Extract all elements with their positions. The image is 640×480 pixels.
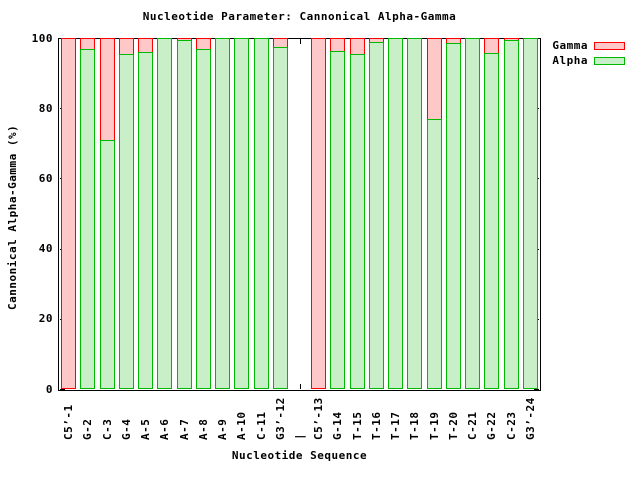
x-tick-label: C-11 bbox=[254, 411, 268, 441]
x-tick-label: T-17 bbox=[389, 411, 403, 441]
x-tick-label: C-21 bbox=[466, 411, 480, 441]
x-tick-label: T-20 bbox=[446, 411, 460, 441]
y-tick-label: 100 bbox=[31, 31, 53, 45]
x-tick-label: A-8 bbox=[196, 418, 210, 440]
bar-alpha-20 bbox=[426, 118, 442, 389]
x-tick-label: C-23 bbox=[504, 411, 518, 441]
legend-row-alpha: Alpha bbox=[552, 53, 625, 68]
y-tick-label: 0 bbox=[45, 382, 53, 396]
x-tick-label: G3’-24 bbox=[523, 397, 537, 440]
x-tick-label: T-19 bbox=[427, 411, 441, 441]
y-tick-right bbox=[534, 389, 539, 390]
bar-alpha-18 bbox=[388, 38, 404, 389]
x-tick-label: C-3 bbox=[100, 418, 114, 440]
plot-area bbox=[58, 38, 541, 391]
bar-alpha-10 bbox=[234, 38, 250, 389]
x-tick-label: G-4 bbox=[119, 418, 133, 440]
bar-alpha-3 bbox=[99, 139, 115, 389]
bar-gamma-1 bbox=[61, 38, 77, 389]
bar-alpha-5 bbox=[138, 52, 154, 389]
bar-alpha-22 bbox=[465, 38, 481, 389]
legend-label-gamma: Gamma bbox=[552, 39, 588, 52]
bar-alpha-12 bbox=[272, 46, 288, 389]
bar-alpha-2 bbox=[80, 48, 96, 389]
bar-alpha-23 bbox=[484, 53, 500, 389]
bar-alpha-19 bbox=[407, 38, 423, 389]
x-tick-label: A-10 bbox=[235, 411, 249, 441]
chart-title: Nucleotide Parameter: Cannonical Alpha-G… bbox=[142, 10, 457, 23]
legend-row-gamma: Gamma bbox=[552, 38, 625, 53]
bar-alpha-6 bbox=[157, 38, 173, 389]
legend-label-alpha: Alpha bbox=[552, 54, 588, 67]
y-tick-label: 20 bbox=[38, 312, 53, 326]
bar-alpha-17 bbox=[368, 41, 384, 389]
x-tick-label: G-14 bbox=[331, 411, 345, 441]
bar-alpha-24 bbox=[503, 40, 519, 389]
bar-alpha-15 bbox=[330, 51, 346, 389]
legend-swatch-alpha bbox=[594, 56, 625, 65]
bar-alpha-8 bbox=[195, 48, 211, 389]
x-axis-title: Nucleotide Sequence bbox=[231, 449, 368, 462]
x-tick-label: T-15 bbox=[350, 411, 364, 441]
y-tick-label: 40 bbox=[38, 242, 53, 256]
x-tick-label: G3’-12 bbox=[273, 397, 287, 440]
bar-alpha-7 bbox=[176, 40, 192, 389]
x-tick-label: A-9 bbox=[216, 418, 230, 440]
x-tick-label: C5’-13 bbox=[312, 397, 326, 440]
x-tick-label: | bbox=[293, 432, 306, 440]
bar-alpha-9 bbox=[215, 38, 231, 389]
x-tick-label: G-2 bbox=[81, 418, 95, 440]
x-tick-label: A-6 bbox=[158, 418, 172, 440]
y-tick-label: 80 bbox=[38, 101, 53, 115]
x-tick-label: C5’-1 bbox=[62, 404, 76, 440]
y-tick-label: 60 bbox=[38, 171, 53, 185]
bar-alpha-21 bbox=[445, 42, 461, 389]
x-tick-label: T-18 bbox=[408, 411, 422, 441]
x-tick-label: A-7 bbox=[177, 418, 191, 440]
legend: Gamma Alpha bbox=[552, 38, 625, 68]
x-tick-bottom bbox=[299, 384, 301, 389]
bar-alpha-16 bbox=[349, 54, 365, 389]
bar-alpha-25 bbox=[522, 38, 538, 389]
bar-alpha-11 bbox=[253, 38, 269, 389]
bar-alpha-4 bbox=[118, 53, 134, 389]
bar-gamma-14 bbox=[311, 38, 327, 389]
x-tick-label: T-16 bbox=[369, 411, 383, 441]
x-tick-label: G-22 bbox=[485, 411, 499, 441]
y-tick-left bbox=[60, 389, 65, 390]
legend-swatch-gamma bbox=[594, 41, 625, 50]
x-tick-label: A-5 bbox=[139, 418, 153, 440]
x-tick-top bbox=[299, 39, 301, 44]
